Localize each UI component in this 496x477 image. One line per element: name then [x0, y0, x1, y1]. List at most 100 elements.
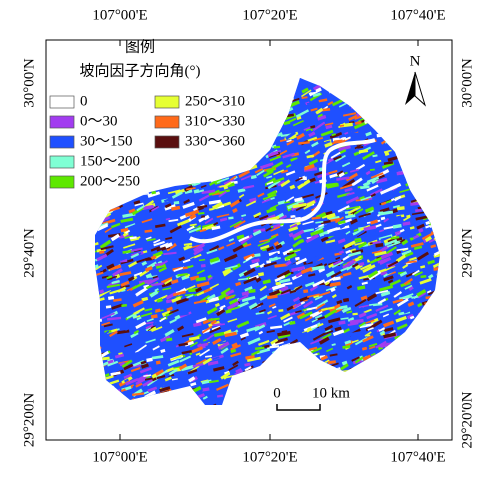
raster-stroke [275, 378, 280, 381]
raster-stroke [307, 156, 314, 157]
raster-stroke [227, 397, 237, 399]
raster-stroke [292, 351, 297, 352]
raster-stroke [202, 174, 208, 175]
raster-stroke [218, 71, 226, 72]
raster-stroke [251, 176, 256, 177]
raster-stroke [204, 157, 215, 163]
raster-stroke [173, 403, 182, 406]
raster-stroke [418, 358, 422, 360]
raster-stroke [382, 203, 386, 205]
legend-swatch [155, 116, 179, 128]
raster-stroke [259, 151, 266, 154]
raster-stroke [439, 326, 445, 328]
raster-stroke [341, 403, 348, 405]
raster-stroke [113, 194, 120, 199]
raster-stroke [198, 151, 210, 152]
raster-stroke [428, 371, 433, 374]
raster-stroke [369, 115, 379, 121]
raster-stroke [388, 119, 396, 122]
raster-stroke [137, 405, 145, 410]
aspect-raster [90, 63, 460, 410]
raster-stroke [448, 391, 452, 393]
raster-stroke [265, 269, 271, 271]
raster-stroke [287, 94, 295, 96]
raster-stroke [142, 81, 151, 85]
raster-stroke [253, 93, 265, 97]
raster-stroke [408, 138, 416, 141]
raster-stroke [397, 173, 405, 174]
raster-stroke [448, 314, 459, 320]
raster-stroke [125, 80, 129, 82]
raster-stroke [396, 111, 402, 114]
raster-stroke [175, 316, 180, 318]
raster-stroke [179, 344, 188, 346]
raster-stroke [308, 167, 312, 168]
raster-stroke [431, 386, 440, 388]
raster-stroke [198, 213, 204, 214]
raster-stroke [334, 381, 346, 383]
raster-stroke [156, 404, 164, 406]
raster-stroke [189, 174, 200, 177]
raster-stroke [417, 148, 425, 154]
raster-stroke [238, 398, 246, 401]
raster-stroke [410, 160, 422, 163]
raster-stroke [442, 309, 447, 311]
raster-stroke [414, 268, 420, 269]
raster-stroke [152, 375, 156, 377]
raster-stroke [176, 169, 185, 171]
raster-stroke [405, 112, 413, 115]
raster-stroke [425, 123, 435, 125]
raster-stroke [346, 311, 352, 312]
raster-stroke [240, 109, 248, 112]
raster-stroke [320, 367, 332, 371]
raster-stroke [449, 137, 454, 139]
raster-stroke [436, 76, 450, 80]
raster-stroke [293, 70, 301, 71]
raster-stroke [190, 224, 197, 225]
raster-stroke [208, 81, 215, 86]
raster-stroke [445, 188, 449, 189]
raster-stroke [231, 350, 236, 352]
bottom-tick-label: 107°40'E [390, 449, 445, 465]
raster-stroke [444, 328, 455, 333]
raster-stroke [287, 67, 293, 71]
raster-stroke [134, 135, 141, 139]
raster-stroke [151, 256, 155, 258]
raster-stroke [435, 388, 442, 391]
raster-stroke [375, 361, 379, 364]
raster-stroke [154, 153, 167, 157]
raster-stroke [295, 386, 306, 392]
raster-stroke [112, 192, 122, 198]
raster-stroke [246, 113, 254, 115]
raster-stroke [376, 70, 388, 74]
raster-stroke [406, 351, 419, 354]
raster-stroke [331, 289, 335, 291]
raster-stroke [193, 159, 201, 162]
raster-stroke [383, 108, 393, 109]
raster-stroke [103, 209, 109, 212]
raster-stroke [328, 362, 336, 363]
raster-stroke [376, 245, 384, 246]
raster-stroke [107, 318, 121, 319]
raster-stroke [93, 85, 102, 86]
raster-stroke [245, 92, 257, 98]
raster-stroke [307, 373, 316, 377]
raster-stroke [448, 238, 455, 240]
raster-stroke [429, 174, 435, 176]
raster-stroke [113, 191, 123, 197]
raster-stroke [108, 395, 117, 401]
raster-stroke [353, 88, 363, 95]
raster-stroke [435, 168, 440, 170]
raster-stroke [188, 399, 199, 405]
raster-stroke [107, 387, 115, 392]
raster-stroke [398, 145, 406, 146]
raster-stroke [443, 157, 455, 162]
raster-stroke [433, 219, 437, 221]
raster-stroke [402, 345, 408, 347]
raster-stroke [401, 164, 407, 166]
raster-stroke [430, 351, 438, 356]
raster-stroke [394, 114, 399, 116]
raster-stroke [357, 287, 365, 289]
raster-stroke [213, 151, 225, 156]
raster-stroke [164, 82, 171, 86]
